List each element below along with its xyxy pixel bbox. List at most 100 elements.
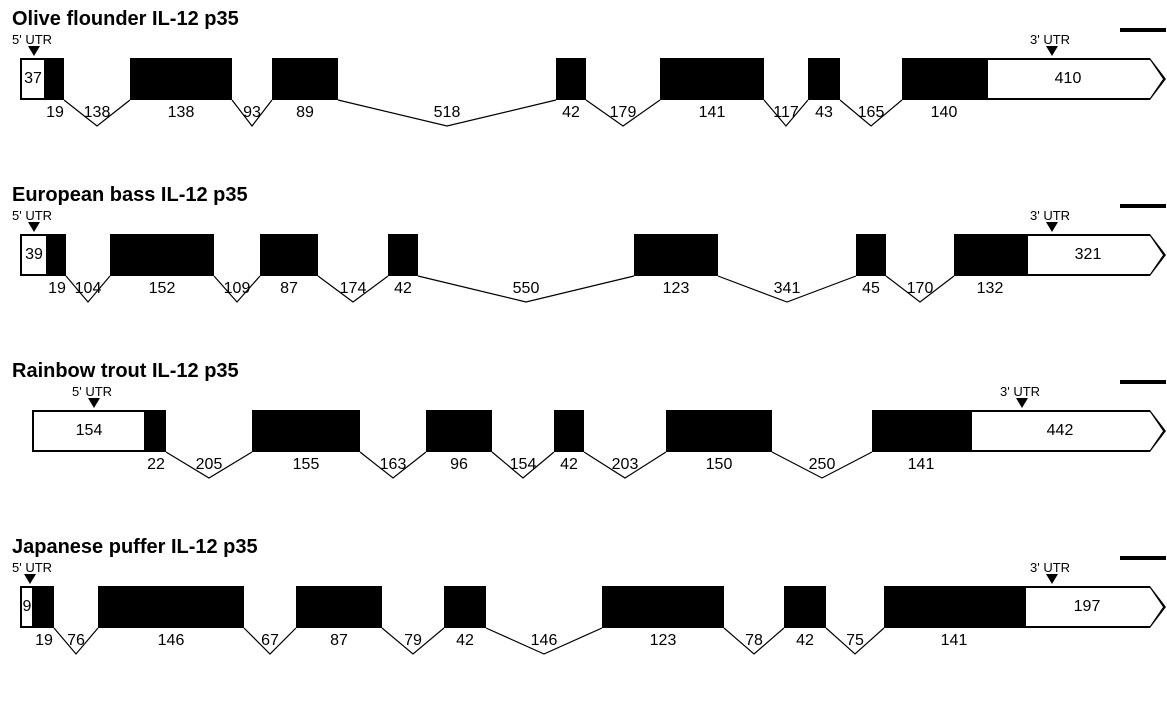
scale-bar [1120,556,1166,560]
utr3-marker-icon [1046,46,1058,56]
exon-length-label: 43 [803,104,845,122]
utr5-marker-icon [28,222,40,232]
exon-box [884,586,1024,628]
utr5-marker-icon [28,46,40,56]
intron-length-label: 79 [388,632,438,650]
exon-length-label: 45 [851,280,891,298]
intron-length-label: 170 [895,280,945,298]
exon-box [146,410,166,452]
utr-arrow-fill [1150,236,1163,274]
utr3-marker-icon [1046,574,1058,584]
exon-length-label: 123 [597,632,729,650]
exon-box [252,410,360,452]
exon-box [260,234,318,276]
utr3-marker-icon [1016,398,1028,408]
track-title: Rainbow trout IL-12 p35 [12,360,239,383]
exon-box [98,586,244,628]
exon-length-label: 141 [879,632,1029,650]
intron-length-label: 179 [598,104,648,122]
utr-length-label: 37 [20,70,46,88]
exon-box [784,586,826,628]
utr5-label: 5' UTR [12,208,52,223]
exon-length-label: 123 [629,280,723,298]
utr-arrow-fill [1150,588,1163,626]
utr-length-label: 197 [1024,598,1150,616]
intron-length-label: 250 [797,456,847,474]
intron-length-label: 203 [600,456,650,474]
exon-length-label: 146 [93,632,249,650]
exon-box [556,58,586,100]
intron-length-label: 75 [830,632,880,650]
exon-box [902,58,986,100]
exon-length-label: 152 [105,280,219,298]
exon-box [554,410,584,452]
exon-length-label: 42 [551,104,591,122]
track-title: Japanese puffer IL-12 p35 [12,536,258,559]
exon-length-label: 155 [247,456,365,474]
utr3-label: 3' UTR [1030,32,1070,47]
intron-length-label: 205 [184,456,234,474]
exon-length-label: 140 [897,104,991,122]
intron-length-label: 154 [498,456,548,474]
exon-box [634,234,718,276]
gene-track-rainbow-trout: Rainbow trout IL-12 p355' UTR3' UTR15422… [8,360,1159,536]
exon-box [954,234,1026,276]
exon-length-label: 96 [421,456,497,474]
gene-track-japanese-puffer: Japanese puffer IL-12 p355' UTR3' UTR919… [8,536,1159,712]
utr5-marker-icon [24,574,36,584]
exon-length-label: 42 [439,632,491,650]
scale-bar [1120,380,1166,384]
scale-bar [1120,204,1166,208]
exon-length-label: 87 [255,280,323,298]
exon-box [808,58,840,100]
utr5-label: 5' UTR [12,32,52,47]
exon-length-label: 19 [38,104,72,122]
utr5-marker-icon [88,398,100,408]
exon-length-label: 141 [867,456,975,474]
exon-box [444,586,486,628]
utr-length-label: 39 [20,246,48,264]
gene-track-european-bass: European bass IL-12 p355' UTR3' UTR39191… [8,184,1159,360]
intron-length-label: 146 [519,632,569,650]
exon-length-label: 22 [138,456,174,474]
gene-track-olive-flounder: Olive flounder IL-12 p355' UTR 3' UTR 37 19… [8,8,1159,184]
intron-length-label: 138 [72,104,122,122]
utr-length-label: 321 [1026,246,1150,264]
exon-length-label: 42 [779,632,831,650]
utr3-label: 3' UTR [1000,384,1040,399]
exon-box [856,234,886,276]
exon-box [426,410,492,452]
exon-box [388,234,418,276]
utr-length-label: 154 [32,422,146,440]
utr-arrow-fill [1150,60,1163,98]
utr5-label: 5' UTR [12,560,52,575]
exon-length-label: 42 [383,280,423,298]
exon-box [872,410,970,452]
exon-box [130,58,232,100]
track-title: European bass IL-12 p35 [12,184,248,207]
exon-box [46,58,64,100]
exon-length-label: 132 [949,280,1031,298]
exon-box [48,234,66,276]
exon-box [272,58,338,100]
intron-length-label: 174 [328,280,378,298]
intron-length-label: 165 [846,104,896,122]
exon-length-label: 141 [655,104,769,122]
exon-box [666,410,772,452]
exon-length-label: 87 [291,632,387,650]
intron-length-label: 67 [245,632,295,650]
track-title: Olive flounder IL-12 p35 [12,8,239,31]
utr-length-label: 410 [986,70,1150,88]
exon-box [660,58,764,100]
intron-length-label: 78 [729,632,779,650]
utr-arrow-fill [1150,412,1163,450]
utr3-marker-icon [1046,222,1058,232]
intron-length-label: 550 [501,280,551,298]
exon-box [296,586,382,628]
utr-length-label: 442 [970,422,1150,440]
exon-length-label: 42 [549,456,589,474]
exon-length-label: 150 [661,456,777,474]
intron-length-label: 341 [762,280,812,298]
utr3-label: 3' UTR [1030,208,1070,223]
exon-box [602,586,724,628]
